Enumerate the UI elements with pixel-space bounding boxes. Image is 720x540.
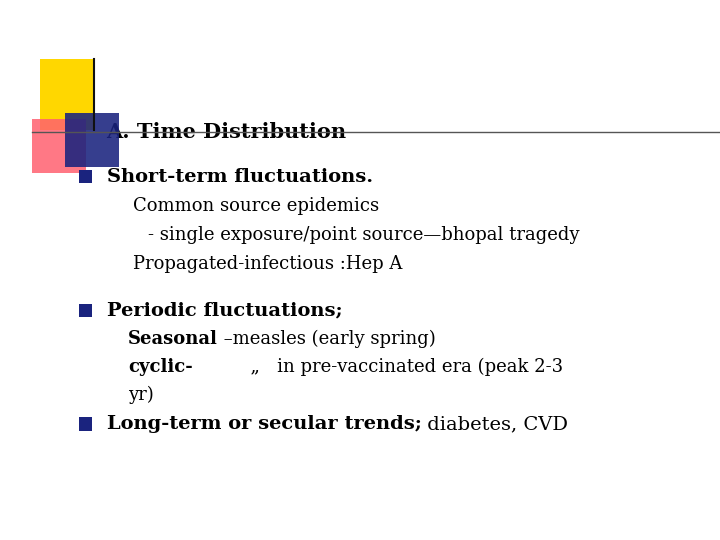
Text: Seasonal: Seasonal <box>128 329 218 348</box>
Text: –measles (early spring): –measles (early spring) <box>218 329 436 348</box>
Text: „   in pre-vaccinated era (peak 2-3: „ in pre-vaccinated era (peak 2-3 <box>193 358 563 376</box>
Text: yr): yr) <box>128 386 154 404</box>
Text: Common source epidemics: Common source epidemics <box>133 197 379 215</box>
Text: diabetes, CVD: diabetes, CVD <box>421 415 568 433</box>
Text: Short-term fluctuations.: Short-term fluctuations. <box>107 167 373 186</box>
Bar <box>79 417 92 431</box>
Text: cyclic-: cyclic- <box>128 358 193 376</box>
Text: Long-term or secular trends;: Long-term or secular trends; <box>107 415 421 433</box>
Text: Periodic fluctuations;: Periodic fluctuations; <box>107 301 342 320</box>
Text: - single exposure/point source—bhopal tragedy: - single exposure/point source—bhopal tr… <box>148 226 579 244</box>
Bar <box>65 113 119 167</box>
Bar <box>40 59 94 130</box>
Bar <box>79 303 92 317</box>
Bar <box>32 119 86 173</box>
Text: A. Time Distribution: A. Time Distribution <box>107 122 347 143</box>
Bar <box>79 170 92 183</box>
Text: Propagated-infectious :Hep A: Propagated-infectious :Hep A <box>133 254 402 273</box>
